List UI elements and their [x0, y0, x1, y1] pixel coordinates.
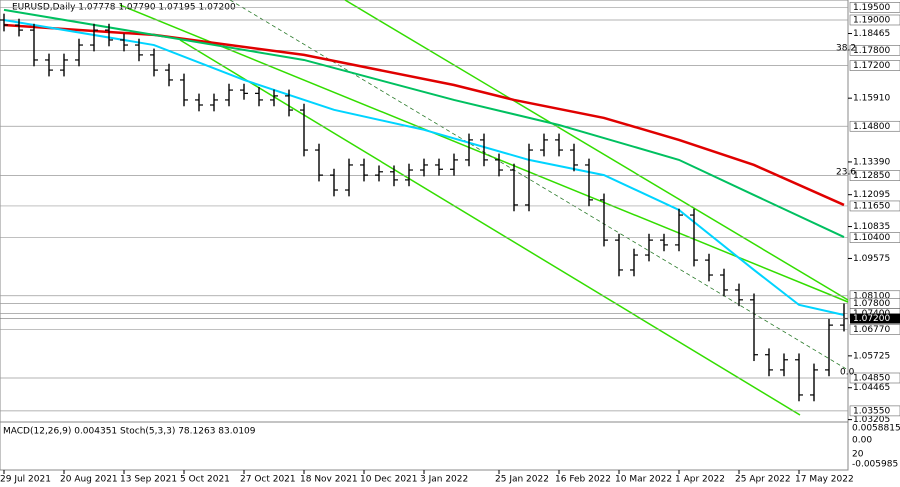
fib-annotation: 23.6: [836, 168, 856, 178]
x-tick-label: 16 Feb 2022: [555, 475, 611, 485]
plot-frame: [0, 0, 849, 471]
level-label: 1.19000: [853, 15, 890, 25]
x-tick-label: 18 Nov 2021: [300, 475, 358, 485]
x-tick-label: 10 Dec 2021: [360, 475, 418, 485]
level-label: 1.04850: [853, 374, 890, 384]
level-box: [849, 372, 900, 384]
level-box: [849, 405, 900, 417]
level-label: 1.17200: [853, 61, 890, 71]
indicator-tick: 0.00: [852, 436, 872, 446]
current-price-box: [850, 313, 900, 324]
level-box: [849, 232, 900, 243]
x-tick-label: 25 Jan 2022: [495, 475, 549, 485]
y-tick-label: 1.13390: [853, 157, 890, 167]
indicator-tick: 20: [852, 450, 864, 460]
level-box: [849, 120, 900, 132]
x-tick-label: 25 Apr 2022: [735, 475, 791, 485]
level-label: 1.10400: [853, 233, 890, 243]
x-tick-label: 17 May 2022: [795, 475, 854, 485]
x-tick-label: 1 Apr 2022: [675, 475, 725, 485]
y-tick-label: 1.10835: [853, 222, 890, 232]
level-box: [849, 200, 900, 212]
x-tick-label: 27 Oct 2021: [240, 475, 296, 485]
level-label: 1.17800: [853, 46, 890, 56]
fib-annotation: 0.0: [840, 368, 855, 378]
y-tick-label: 1.05725: [853, 351, 890, 361]
x-tick-label: 3 Jan 2022: [420, 475, 468, 485]
indicator-tick: -0.005985: [852, 460, 898, 470]
indicator-tick: 0.0058815: [852, 424, 900, 434]
indicator-label: MACD(12,26,9) 0.004351 Stoch(5,3,3) 78.1…: [3, 427, 256, 437]
y-tick-label: 1.09575: [853, 254, 890, 264]
level-box: [849, 324, 900, 335]
y-tick-label: 1.04465: [853, 383, 890, 393]
level-label: 1.03550: [853, 406, 890, 416]
x-tick-label: 20 Aug 2021: [60, 475, 118, 485]
level-label: 1.11650: [853, 201, 890, 211]
y-tick-label: 1.15910: [853, 94, 890, 104]
level-box: [849, 14, 900, 26]
level-label: 1.06770: [853, 325, 890, 335]
x-tick-label: 29 Jul 2021: [0, 475, 51, 485]
level-label: 1.12850: [853, 171, 890, 181]
moving-average: [3, 8, 845, 238]
channel-lower: [179, 39, 801, 416]
current-price-label: 1.07200: [853, 314, 890, 324]
y-tick-label: 1.18465: [853, 29, 890, 39]
x-tick-label: 5 Oct 2021: [180, 475, 230, 485]
x-tick-label: 13 Sep 2021: [120, 475, 177, 485]
level-box: [849, 170, 900, 181]
x-tick-label: 10 Mar 2022: [615, 475, 672, 485]
level-label: 1.14800: [853, 122, 890, 132]
level-label: 1.07800: [853, 299, 890, 309]
level-box: [849, 60, 900, 71]
level-box: [849, 45, 900, 56]
y-tick-label: 1.03205: [853, 415, 890, 425]
level-label: 1.19500: [853, 3, 890, 13]
y-tick-label: 1.12095: [853, 190, 890, 200]
fib-annotation: 38.2: [836, 44, 856, 54]
moving-average: [3, 23, 845, 207]
level-box: [849, 2, 900, 13]
level-label: 1.08100: [853, 291, 890, 301]
